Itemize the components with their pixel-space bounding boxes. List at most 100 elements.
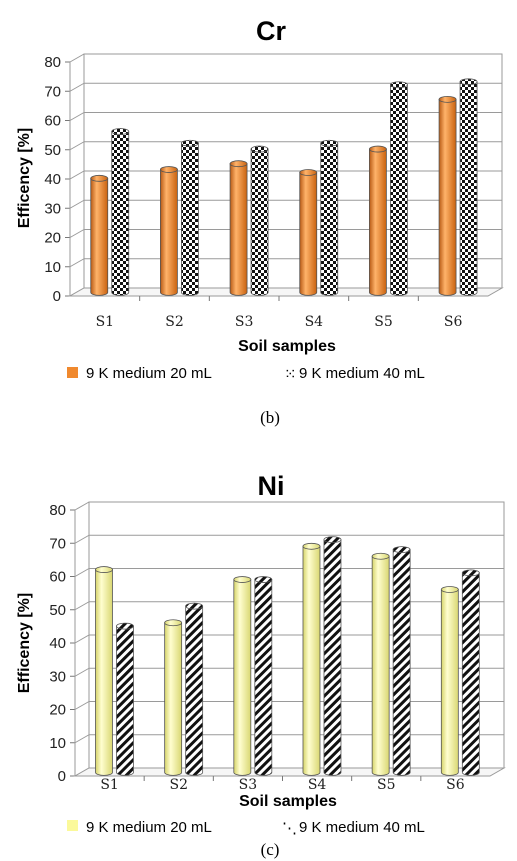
legend: 9 K medium 20 mL ⋱ 9 K medium 40 mL [67,819,425,837]
y-tick-label: 50 [49,602,66,619]
legend-label-series-1: 9 K medium 20 mL [86,365,212,382]
bar-S2-series-1 [164,619,183,776]
x-tick-label: S5 [374,314,393,330]
bar-cap [254,576,273,583]
bar-cap [185,602,204,610]
bar-cap [164,619,183,627]
y-tick-label: 30 [49,668,66,685]
gridline-side [74,701,90,710]
bar-S1-series-2 [111,128,130,296]
bar-S6-series-2 [461,569,480,776]
legend-label-series-2: 9 K medium 40 mL [299,365,425,382]
bar-body [369,148,387,296]
bar-body [461,572,480,776]
bar-cap [159,166,178,173]
bar-body [438,98,457,296]
plot-area: 0 10 20 30 40 50 60 70 80 S1 S2 S3 S4 S5 S6 [44,53,504,330]
gridline-side [69,170,85,180]
bar-body [323,539,342,776]
bar-cap [392,546,411,554]
bar-cap [389,81,408,89]
x-tick-label: S3 [235,314,254,330]
bar-S5-series-2 [392,546,411,776]
bar-S2-series-2 [185,602,204,776]
bar-S5-series-2 [389,81,408,296]
bar-body [390,84,408,296]
bar-body [250,148,269,296]
bar-S6-series-1 [438,95,457,296]
gridline-side [74,568,90,577]
x-tick-label: S1 [96,314,115,330]
gridline-side [69,258,85,268]
bar-S6-series-1 [440,586,459,776]
bar-cap [320,139,339,147]
bar-cap [233,576,252,583]
x-tick-label: S3 [239,777,258,793]
figure-caption: (c) [261,840,280,859]
bar-S3-series-1 [233,576,252,776]
gridline-side [69,112,85,121]
gridline-side [74,634,90,644]
y-tick-label: 70 [44,83,61,100]
gridline-side [69,229,85,238]
bar-S1-series-1 [95,566,113,776]
plot-area: 0 10 20 30 40 50 60 70 80 S1 S2 S3 S4 S5 S6 [49,501,506,793]
y-tick-label: 80 [49,502,66,519]
y-tick-label: 20 [49,702,66,719]
y-axis-label: Efficency [%] [16,128,33,228]
gridline-side [74,534,90,544]
bar-cap [250,145,269,153]
y-tick-label: 20 [44,230,61,247]
bar-cap [180,139,199,147]
bar-body [90,177,109,296]
bar-body [299,172,318,296]
y-tick-label: 40 [44,171,61,188]
bar-cap [116,622,134,630]
chart-cr: Cr 0 10 20 30 40 50 60 70 80 S1 S2 S3 S4 S5 S6 Efficen… [16,16,504,427]
bar-S4-series-1 [302,542,321,776]
bar-body [440,589,459,776]
gridline-side [74,601,90,611]
x-tick-label: S4 [305,314,324,330]
bar-cap [438,95,457,103]
figure-caption: (b) [260,408,280,427]
bar-cap [371,552,390,560]
bar-cap [95,566,113,573]
y-tick-label: 60 [49,569,66,586]
bar-S5-series-1 [371,552,390,776]
bar-body [116,625,134,776]
bar-S5-series-1 [368,145,387,296]
bar-S3-series-2 [254,576,273,776]
y-axis-label: Efficency [%] [16,593,33,693]
bar-S1-series-1 [90,174,109,296]
y-tick-label: 10 [44,259,61,276]
x-axis-label: Soil samples [238,338,336,355]
bar-cap [459,78,478,86]
bar-cap [461,569,480,577]
x-tick-label: S2 [165,314,184,330]
bar-body [302,545,321,776]
gridline-side [69,53,85,63]
x-tick-label: S6 [446,777,465,793]
bar-body [254,579,273,776]
bar-cap [302,542,321,550]
gridline-side [74,734,90,744]
legend-swatch-series-1 [67,367,78,378]
y-tick-label: 40 [49,635,66,652]
bar-body [164,622,183,776]
bar-body [111,131,130,296]
bar-S3-series-1 [229,160,248,296]
y-tick-label: 80 [44,54,61,71]
bar-S2-series-1 [159,166,178,296]
y-tick-label: 70 [49,535,66,552]
bar-body [371,555,390,776]
chart-title: Ni [258,471,285,501]
bar-cap [90,174,109,182]
y-tick-label: 10 [49,735,66,752]
legend-label-series-2: 9 K medium 40 mL [299,819,425,836]
bar-body [320,142,339,296]
bar-S2-series-2 [180,139,199,296]
gridline-side [69,82,85,92]
bar-body [185,605,204,776]
